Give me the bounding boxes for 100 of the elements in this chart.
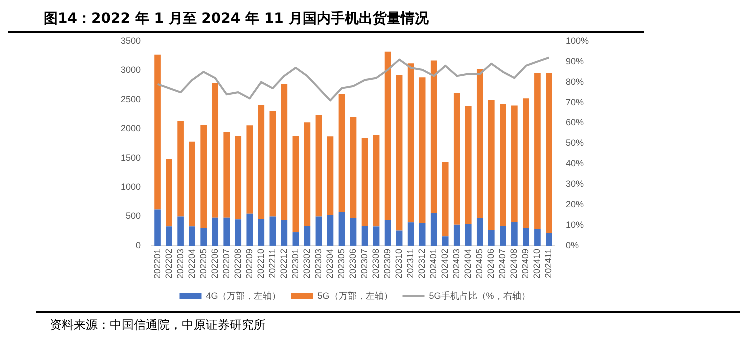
bar <box>246 214 254 246</box>
x-tick-label: 202302 <box>302 248 312 280</box>
x-tick-label: 202211 <box>267 248 278 278</box>
bar <box>454 93 460 225</box>
x-tick-label: 202309 <box>382 248 393 280</box>
bar <box>224 218 230 246</box>
chart-title: 图14：2022 年 1 月至 2024 年 11 月国内手机出货量情况 <box>8 8 644 33</box>
bar <box>546 233 552 246</box>
bar <box>512 106 518 222</box>
legend-label: 4G（万部，左轴） <box>206 290 282 301</box>
bar <box>292 232 300 246</box>
y2-tick-label: 50% <box>566 138 584 148</box>
bar <box>442 162 449 237</box>
x-tick-label: 202304 <box>324 248 335 280</box>
y-tick-label: 2500 <box>120 94 142 104</box>
bar <box>258 219 265 246</box>
bar <box>523 228 530 246</box>
bar <box>212 218 219 246</box>
x-tick-label: 202311 <box>406 248 416 278</box>
bar <box>178 216 184 246</box>
y-tick-label: 3500 <box>120 36 142 46</box>
bar <box>338 212 346 246</box>
y-tick-label: 500 <box>126 211 142 222</box>
bar <box>396 230 403 246</box>
x-tick-label: 202306 <box>348 248 358 280</box>
x-tick-label: 202310 <box>394 248 404 280</box>
x-tick-label: 202202 <box>164 248 174 280</box>
text: 资料来源：中国信通院，中原证券研究所 <box>50 317 267 334</box>
x-tick-label: 202402 <box>440 248 450 280</box>
y2-tick-label: 80% <box>566 76 584 87</box>
bar <box>465 224 472 246</box>
bar <box>316 216 322 246</box>
bar <box>408 222 414 246</box>
x-tick-label: 202209 <box>244 248 254 280</box>
bar <box>362 138 368 226</box>
bar <box>178 121 184 217</box>
x-tick-label: 202303 <box>313 248 324 280</box>
x-tick-label: 202403 <box>452 248 462 280</box>
bar <box>430 60 438 214</box>
x-tick-label: 202205 <box>198 248 208 280</box>
bar <box>258 105 265 220</box>
bar <box>534 229 541 246</box>
x-tick-label: 202406 <box>486 248 496 280</box>
bar <box>189 226 196 246</box>
bar <box>304 226 311 246</box>
bar <box>212 83 219 218</box>
bar <box>430 213 438 246</box>
bar <box>408 64 414 223</box>
y2-tick-label: 10% <box>566 220 584 230</box>
bar <box>465 106 472 224</box>
bar <box>281 220 288 246</box>
bar <box>396 75 403 231</box>
bar <box>246 126 254 214</box>
bar <box>362 226 368 246</box>
bar <box>523 98 530 228</box>
y-tick-label: 1500 <box>120 152 142 163</box>
x-tick-label: 202407 <box>498 248 508 280</box>
bar <box>166 159 172 227</box>
bar <box>500 226 506 246</box>
bar <box>316 115 322 217</box>
x-tick-label: 202312 <box>417 248 428 280</box>
bar <box>488 230 495 246</box>
bar <box>500 104 506 226</box>
y2-tick-label: 90% <box>566 56 584 66</box>
y2-tick-label: 60% <box>566 118 584 128</box>
x-tick-label: 202411 <box>544 248 554 278</box>
bar <box>454 224 460 246</box>
x-tick-label: 202301 <box>290 248 300 280</box>
x-tick-label: 202307 <box>360 248 370 280</box>
bar <box>235 136 242 220</box>
bar <box>476 69 484 218</box>
y2-tick-label: 30% <box>566 179 584 190</box>
x-tick-label: 202410 <box>532 248 542 280</box>
bar <box>327 214 334 246</box>
bar <box>373 136 380 227</box>
x-tick-label: 202404 <box>463 248 474 280</box>
x-tick-label: 202409 <box>520 248 531 280</box>
bar <box>166 226 172 246</box>
x-tick-label: 202203 <box>175 248 186 280</box>
x-tick-label: 202201 <box>152 248 162 280</box>
x-tick-label: 202308 <box>371 248 382 280</box>
y-tick-label: 3000 <box>120 65 142 76</box>
bar <box>512 222 518 246</box>
legend-label: 5G手机占比（%，右轴） <box>429 290 530 301</box>
x-tick-label: 202210 <box>256 248 266 280</box>
bar <box>350 218 357 246</box>
x-tick-label: 202401 <box>428 248 439 280</box>
y2-tick-label: 70% <box>566 97 584 108</box>
x-tick-label: 202405 <box>474 248 485 280</box>
bar <box>384 52 392 220</box>
bar <box>154 54 161 210</box>
bar <box>350 117 357 218</box>
y-tick-label: 0 <box>136 240 142 250</box>
bar <box>476 218 484 246</box>
bar <box>292 136 300 233</box>
x-tick-label: 202204 <box>186 248 197 280</box>
bar <box>270 112 276 217</box>
bar <box>419 223 426 246</box>
x-tick-label: 202207 <box>221 248 232 280</box>
bar <box>338 94 346 212</box>
